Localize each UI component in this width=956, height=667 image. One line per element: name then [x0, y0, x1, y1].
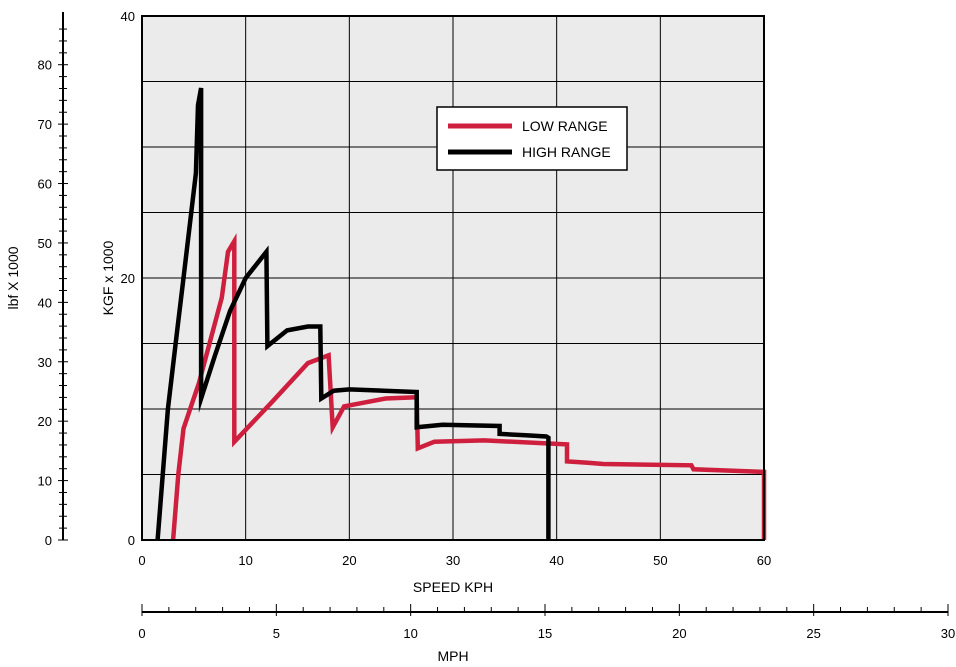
legend-label-low-range: LOW RANGE — [522, 118, 608, 134]
y-tick-label: 20 — [121, 271, 135, 286]
series-line-low-range — [170, 233, 767, 541]
y-axis-kgf: 0 20 40 — [121, 9, 135, 548]
y-tick-label: 40 — [121, 9, 135, 24]
mph-tick-label: 15 — [538, 626, 552, 641]
mph-tick-label: 5 — [273, 626, 280, 641]
y-axis-lbf: 0 10 20 30 40 50 60 70 80 — [38, 12, 68, 548]
mph-tick-label: 0 — [138, 626, 145, 641]
plot-border — [141, 15, 765, 541]
mph-tick-label: 10 — [403, 626, 417, 641]
mph-tick-label: 20 — [672, 626, 686, 641]
lbf-tick-label: 10 — [38, 474, 52, 489]
mph-tick-label: 25 — [806, 626, 820, 641]
x-tick-label: 20 — [342, 553, 356, 568]
x-tick-label: 60 — [757, 553, 771, 568]
lbf-tick-label: 0 — [45, 533, 52, 548]
series-line-high-range — [155, 87, 551, 541]
lbf-tick-label: 30 — [38, 355, 52, 370]
x-axis-title: SPEED KPH — [413, 579, 493, 595]
x-tick-label: 40 — [549, 553, 563, 568]
lbf-tick-label: 60 — [38, 177, 52, 192]
lbf-tick-label: 20 — [38, 414, 52, 429]
x-tick-label: 10 — [238, 553, 252, 568]
x-tick-label: 0 — [138, 553, 145, 568]
legend-box — [436, 106, 628, 171]
y-tick-label: 0 — [128, 533, 135, 548]
lbf-axis-title: lbf X 1000 — [5, 246, 21, 309]
series-layer — [155, 87, 767, 541]
x-axis-mph: 0 5 10 15 20 25 30 — [138, 604, 955, 641]
lbf-tick-label: 40 — [38, 295, 52, 310]
x-axis-kph: 0 10 20 30 40 50 60 — [138, 553, 771, 568]
lbf-tick-label: 80 — [38, 58, 52, 73]
mph-tick-label: 30 — [941, 626, 955, 641]
lbf-tick-label: 50 — [38, 236, 52, 251]
y-axis-title: KGF x 1000 — [100, 240, 116, 315]
x-tick-label: 30 — [446, 553, 460, 568]
legend: LOW RANGE HIGH RANGE — [436, 106, 628, 171]
x-tick-label: 50 — [653, 553, 667, 568]
mph-axis-title: MPH — [437, 648, 468, 664]
legend-label-high-range: HIGH RANGE — [522, 144, 611, 160]
lbf-tick-label: 70 — [38, 117, 52, 132]
